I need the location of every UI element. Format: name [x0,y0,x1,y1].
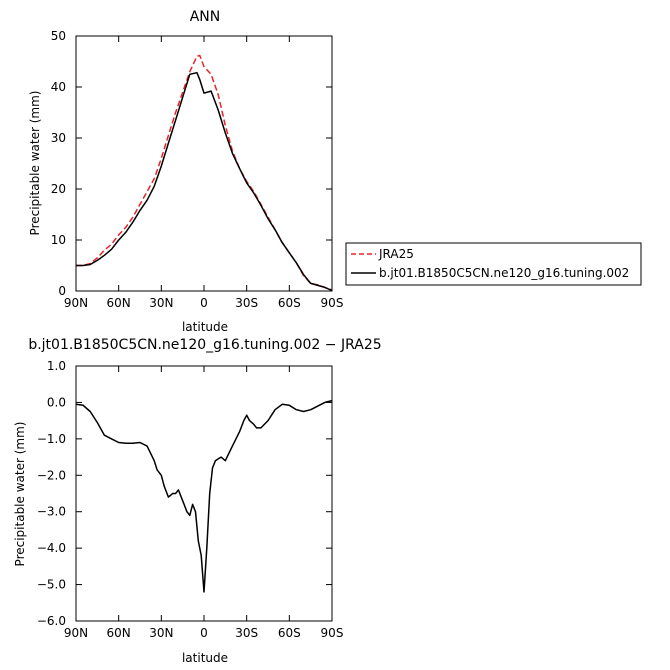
bottom-y-tick-label: −1.0 [37,432,66,446]
bottom-y-axis-label: Precipitable water (mm) [13,422,27,567]
legend-box [345,242,642,286]
bottom-x-axis-label: latitude [182,651,228,665]
top-y-tick-label: 50 [51,29,66,43]
top-x-tick-label: 0 [200,296,208,310]
bottom-y-tick-label: −5.0 [37,578,66,592]
top-y-tick-label: 10 [51,233,66,247]
legend-label-jra25: JRA25 [378,247,414,261]
bottom-axis-ticks: 90N 60N 30N 0 30S 60S 90S 1.0 0.0 −1.0 −2.0 −3.0 −4.… [37,359,344,640]
bottom-x-tick-label: 90S [321,626,344,640]
legend-label-model: b.jt01.B1850C5CN.ne120_g16.tuning.002 [379,266,629,280]
top-x-tick-label: 60S [278,296,301,310]
top-y-axis-label: Precipitable water (mm) [28,91,42,236]
top-series-1-line [76,71,333,292]
top-x-tick-label: 90N [64,296,88,310]
bottom-x-tick-label: 30N [149,626,173,640]
top-plot-frame [75,35,333,292]
bottom-y-tick-label: −6.0 [37,614,66,628]
top-series-lines [76,54,333,292]
top-series-0-line [76,54,333,291]
top-x-tick-label: 60N [107,296,131,310]
bottom-x-tick-label: 0 [200,626,208,640]
bottom-x-tick-label: 90N [64,626,88,640]
bottom-x-tick-label: 60N [107,626,131,640]
top-panel-title: ANN [190,9,221,25]
bottom-y-tick-label: −3.0 [37,505,66,519]
top-x-tick-label: 90S [321,296,344,310]
bottom-y-tick-label: −4.0 [37,541,66,555]
top-y-tick-label: 40 [51,80,66,94]
top-x-tick-label: 30N [149,296,173,310]
top-panel: ANN Precipitable water (mm) latitude 90N… [28,9,343,334]
top-y-tick-label: 0 [58,284,66,298]
bottom-series-0-line [75,399,333,593]
bottom-panel-title: b.jt01.B1850C5CN.ne120_g16.tuning.002 − … [28,337,381,353]
top-axis-ticks: 90N 60N 30N 0 30S 60S 90S 0 10 20 30 40 50 [51,29,344,310]
bottom-plot-frame [75,365,333,622]
legend: JRA25 b.jt01.B1850C5CN.ne120_g16.tuning.… [345,242,642,286]
top-y-tick-label: 30 [51,131,66,145]
bottom-y-tick-label: −2.0 [37,468,66,482]
bottom-x-tick-label: 60S [278,626,301,640]
bottom-series-lines [75,399,333,593]
top-x-axis-label: latitude [182,320,228,334]
bottom-y-tick-label: 0.0 [47,395,66,409]
top-y-tick-label: 20 [51,182,66,196]
bottom-y-tick-label: 1.0 [47,359,66,373]
bottom-x-tick-label: 30S [235,626,258,640]
top-x-tick-label: 30S [235,296,258,310]
bottom-panel: b.jt01.B1850C5CN.ne120_g16.tuning.002 − … [13,337,382,665]
